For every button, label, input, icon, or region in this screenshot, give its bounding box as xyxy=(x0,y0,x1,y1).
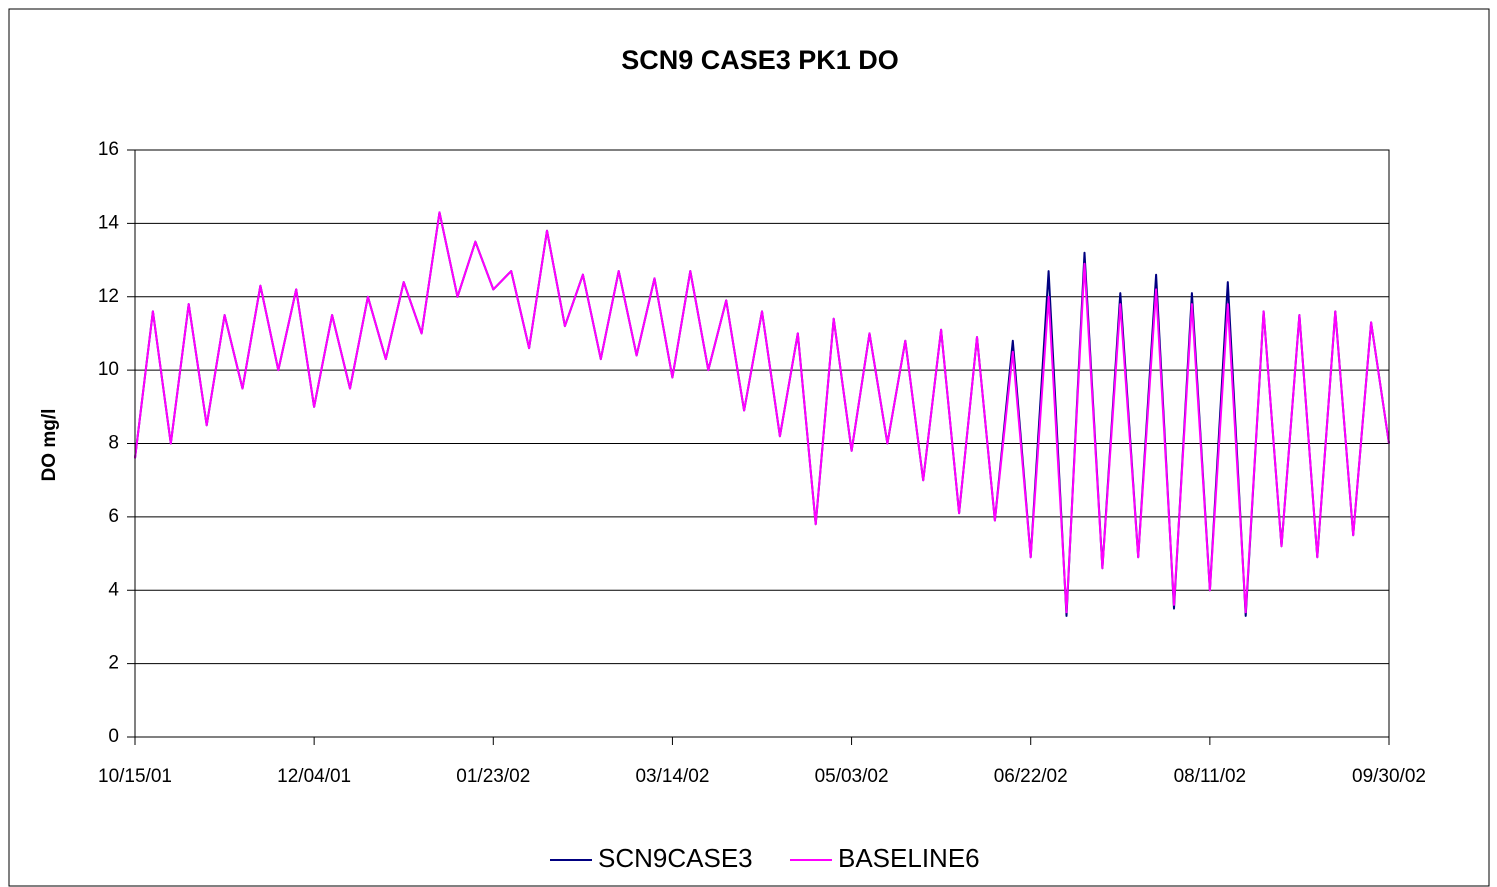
x-tick-label: 01/23/02 xyxy=(456,766,530,787)
y-tick-label: 0 xyxy=(108,726,119,747)
x-tick-label: 06/22/02 xyxy=(994,766,1068,787)
y-tick-label: 2 xyxy=(108,653,119,674)
chart-title: SCN9 CASE3 PK1 DO xyxy=(621,45,899,75)
x-tick-label: 05/03/02 xyxy=(815,766,889,787)
x-tick-label: 03/14/02 xyxy=(635,766,709,787)
y-tick-label: 14 xyxy=(98,212,120,233)
y-axis-label: DO mg/l xyxy=(39,409,60,482)
y-tick-label: 8 xyxy=(108,433,119,454)
x-tick-label: 12/04/01 xyxy=(277,766,351,787)
y-tick-label: 6 xyxy=(108,506,119,527)
data-line xyxy=(134,211,1390,614)
y-tick-label: 10 xyxy=(98,359,119,380)
legend-label: SCN9CASE3 xyxy=(598,843,753,873)
y-tick-label: 4 xyxy=(108,579,119,600)
x-tick-label: 08/11/02 xyxy=(1174,766,1247,787)
y-tick-label: 12 xyxy=(98,286,119,307)
legend-label: BASELINE6 xyxy=(838,843,980,873)
y-tick-label: 16 xyxy=(98,139,119,160)
x-tick-label: 10/15/01 xyxy=(98,766,172,787)
plot-border xyxy=(134,149,1390,738)
x-tick-label: 09/30/02 xyxy=(1352,766,1426,787)
